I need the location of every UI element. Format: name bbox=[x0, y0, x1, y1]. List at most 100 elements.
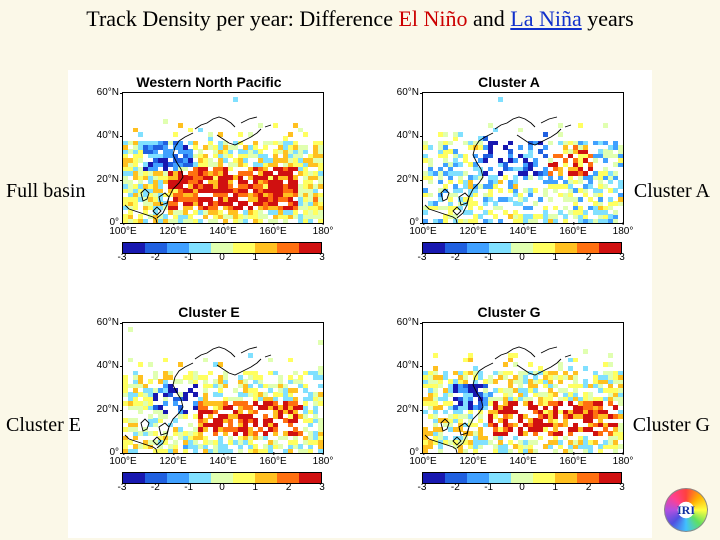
density-cell bbox=[428, 175, 433, 180]
density-cell bbox=[533, 449, 538, 454]
density-cell bbox=[428, 180, 433, 185]
density-cell bbox=[133, 418, 138, 423]
density-cell bbox=[563, 418, 568, 423]
density-cell bbox=[258, 123, 263, 128]
density-cell bbox=[318, 175, 323, 180]
map-wnp: 0°20°N40°N60°N100°E120°E140°E160°E180° bbox=[122, 92, 324, 224]
density-cell bbox=[203, 358, 208, 363]
density-cell bbox=[233, 97, 238, 102]
density-cell bbox=[318, 397, 323, 402]
density-cell bbox=[243, 219, 248, 224]
density-cell bbox=[133, 436, 138, 441]
density-cell bbox=[528, 149, 533, 154]
density-cell bbox=[573, 375, 578, 380]
density-cell bbox=[433, 388, 438, 393]
density-cell bbox=[598, 193, 603, 198]
density-cell bbox=[228, 149, 233, 154]
density-cell bbox=[503, 431, 508, 436]
density-cell bbox=[308, 444, 313, 449]
density-cell bbox=[583, 210, 588, 215]
density-cell bbox=[288, 358, 293, 363]
density-cell bbox=[318, 392, 323, 397]
density-cell bbox=[573, 371, 578, 376]
density-cell bbox=[508, 427, 513, 432]
density-cell bbox=[618, 384, 623, 389]
density-cell bbox=[438, 379, 443, 384]
density-cell bbox=[533, 440, 538, 445]
xtick: 180° bbox=[313, 226, 334, 237]
ytick: 20°N bbox=[93, 174, 119, 185]
iri-logo-text: IRI bbox=[677, 504, 695, 516]
density-cell bbox=[558, 171, 563, 176]
density-cell bbox=[613, 171, 618, 176]
density-cell bbox=[618, 371, 623, 376]
density-cell bbox=[553, 219, 558, 224]
density-cell bbox=[448, 197, 453, 202]
density-cell bbox=[203, 427, 208, 432]
density-cell bbox=[238, 132, 243, 137]
density-cell bbox=[618, 180, 623, 185]
density-cell bbox=[468, 410, 473, 415]
density-cell bbox=[478, 175, 483, 180]
density-cell bbox=[273, 427, 278, 432]
panel-cg: Cluster G0°20°N40°N60°N100°E120°E140°E16… bbox=[394, 304, 624, 496]
density-cell bbox=[128, 327, 133, 332]
label-full-basin: Full basin bbox=[6, 180, 85, 203]
density-cell bbox=[303, 132, 308, 137]
density-cell bbox=[183, 410, 188, 415]
density-cell bbox=[498, 436, 503, 441]
title-pre: Track Density per year: Difference bbox=[86, 6, 398, 31]
xtick: 140°E bbox=[509, 226, 536, 237]
xtick: 140°E bbox=[209, 456, 236, 467]
density-cell bbox=[488, 154, 493, 159]
density-cell bbox=[273, 123, 278, 128]
panel-ca: Cluster A0°20°N40°N60°N100°E120°E140°E16… bbox=[394, 74, 624, 266]
density-cell bbox=[428, 162, 433, 167]
density-cell bbox=[468, 206, 473, 211]
density-cell bbox=[468, 353, 473, 358]
density-cell bbox=[618, 375, 623, 380]
density-cell bbox=[543, 132, 548, 137]
ytick: 60°N bbox=[393, 87, 419, 98]
density-cell bbox=[198, 128, 203, 133]
ytick: 20°N bbox=[93, 404, 119, 415]
ytick: 40°N bbox=[93, 360, 119, 371]
density-cell bbox=[618, 431, 623, 436]
map-cg: 0°20°N40°N60°N100°E120°E140°E160°E180° bbox=[422, 322, 624, 454]
density-cell bbox=[273, 397, 278, 402]
density-cell bbox=[593, 158, 598, 163]
density-cell bbox=[528, 397, 533, 402]
density-cell bbox=[428, 158, 433, 163]
density-cell bbox=[203, 375, 208, 380]
density-cell bbox=[153, 392, 158, 397]
density-cell bbox=[618, 162, 623, 167]
density-cell bbox=[263, 145, 268, 150]
density-cell bbox=[513, 401, 518, 406]
density-cell bbox=[248, 132, 253, 137]
density-cell bbox=[238, 444, 243, 449]
density-cell bbox=[488, 193, 493, 198]
density-cell bbox=[318, 371, 323, 376]
title-mid: and bbox=[468, 6, 511, 31]
density-cell bbox=[513, 362, 518, 367]
density-cell bbox=[618, 379, 623, 384]
density-cell bbox=[473, 193, 478, 198]
density-cell bbox=[498, 180, 503, 185]
density-cell bbox=[313, 410, 318, 415]
density-cell bbox=[438, 193, 443, 198]
density-cell bbox=[318, 145, 323, 150]
colorbar-tick: 0 bbox=[519, 252, 525, 263]
density-cell bbox=[293, 388, 298, 393]
density-cell bbox=[558, 401, 563, 406]
density-cell bbox=[153, 423, 158, 428]
density-cell bbox=[618, 410, 623, 415]
density-cell bbox=[188, 128, 193, 133]
density-cell bbox=[618, 388, 623, 393]
panel-title-wnp: Western North Pacific bbox=[94, 74, 324, 90]
density-cell bbox=[618, 149, 623, 154]
xtick: 160°E bbox=[259, 226, 286, 237]
density-cell bbox=[563, 214, 568, 219]
density-cell bbox=[428, 444, 433, 449]
density-cell bbox=[618, 184, 623, 189]
density-cell bbox=[133, 423, 138, 428]
